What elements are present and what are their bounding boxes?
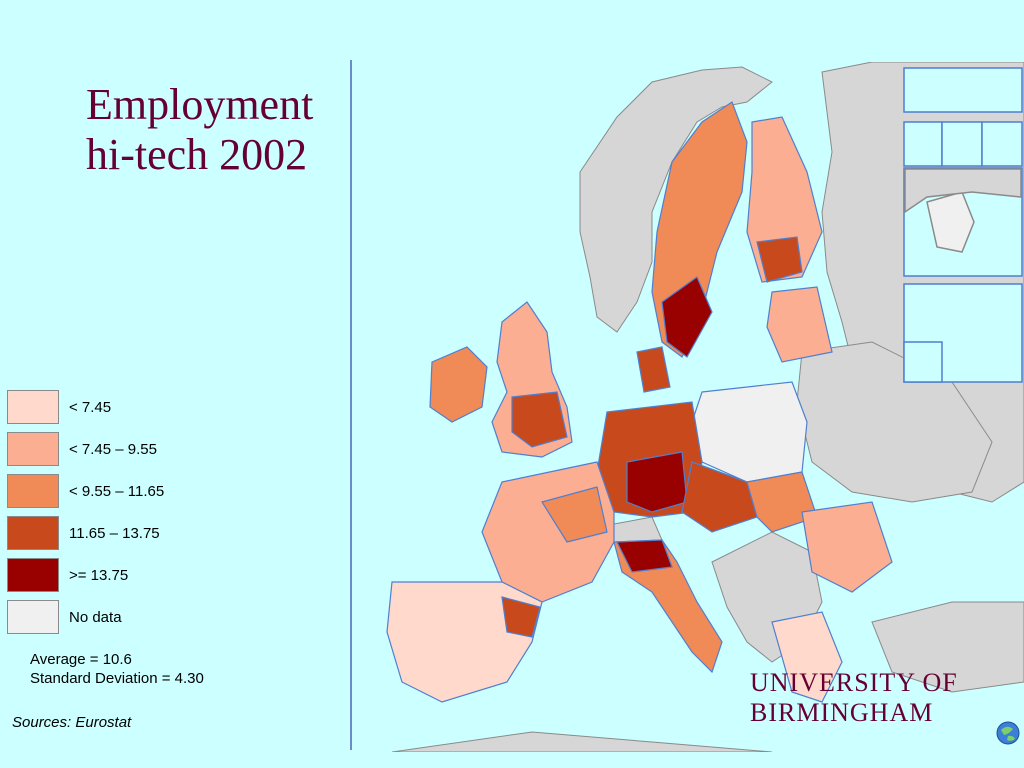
legend-label-3: < 9.55 – 11.65 [69, 483, 165, 500]
average-text: Average = 10.6 [30, 651, 132, 668]
legend-item-5: >= 13.75 [7, 558, 267, 594]
legend-item-6: No data [7, 600, 267, 636]
legend-item-2: < 7.45 – 9.55 [7, 432, 267, 468]
legend-item-3: < 9.55 – 11.65 [7, 474, 267, 510]
legend-swatch-2 [7, 432, 59, 466]
europe-choropleth-map [352, 62, 1024, 752]
logo-line-2: BIRMINGHAM [750, 698, 934, 727]
legend-label-6: No data [69, 609, 122, 626]
legend-swatch-1 [7, 390, 59, 424]
map-insets [903, 67, 1023, 383]
source-note: Sources: Eurostat [12, 714, 132, 731]
legend-swatch-4 [7, 516, 59, 550]
legend-label-5: >= 13.75 [69, 567, 129, 584]
legend-item-1: < 7.45 [7, 390, 267, 426]
page-title: Employment hi-tech 2002 [86, 80, 313, 180]
globe-icon [996, 721, 1020, 745]
legend-swatch-5 [7, 558, 59, 592]
university-logo: UNIVERSITY OF BIRMINGHAM [750, 668, 958, 728]
legend-item-4: 11.65 – 13.75 [7, 516, 267, 552]
divider-line [350, 60, 352, 750]
legend-label-1: < 7.45 [69, 399, 112, 416]
legend-label-2: < 7.45 – 9.55 [69, 441, 157, 458]
std-dev-text: Standard Deviation = 4.30 [30, 670, 204, 687]
legend-label-4: 11.65 – 13.75 [69, 525, 160, 542]
legend-swatch-6 [7, 600, 59, 634]
legend-swatch-3 [7, 474, 59, 508]
title-line-1: Employment [86, 80, 314, 129]
logo-line-1: UNIVERSITY OF [750, 668, 958, 697]
title-line-2: hi-tech 2002 [86, 130, 308, 179]
eu-regions [386, 101, 893, 703]
statistics: Average = 10.6 Standard Deviation = 4.30 [30, 650, 204, 688]
